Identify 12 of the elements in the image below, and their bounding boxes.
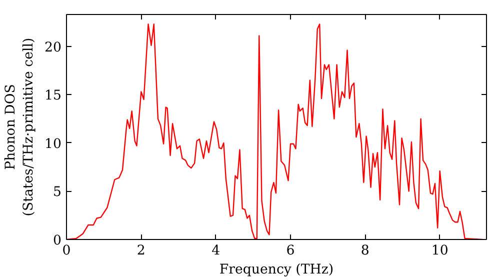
x-axis-title: Frequency (THz)	[219, 262, 334, 278]
x-tick-label: 10	[431, 244, 448, 258]
y-axis-title: Phonon DOS (States/THz·primitive cell)	[4, 38, 37, 216]
x-tick-label: 6	[286, 244, 295, 258]
x-tick-label: 4	[212, 244, 220, 258]
x-tick-label: 8	[360, 244, 370, 258]
x-tick-label: 2	[136, 244, 146, 258]
y-tick-label: 20	[44, 40, 62, 56]
y-tick-label: 15	[44, 88, 62, 104]
y-tick-label: 0	[53, 234, 62, 248]
y-tick-label: 10	[44, 136, 62, 152]
y-tick-label: 5	[53, 185, 62, 200]
